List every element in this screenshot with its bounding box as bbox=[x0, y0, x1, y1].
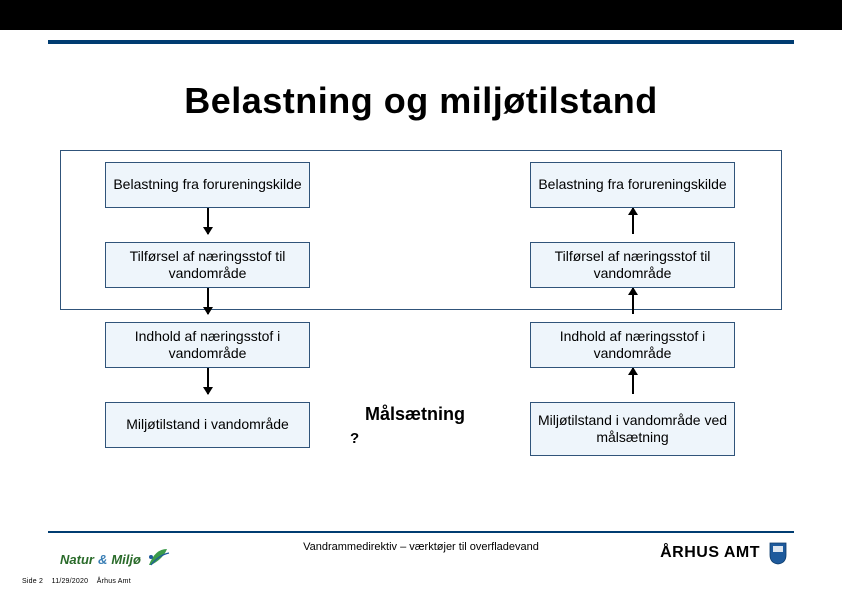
node-r4: Miljøtilstand i vandområde ved målsætnin… bbox=[530, 402, 735, 456]
arrow-r4-r3 bbox=[632, 368, 634, 394]
arrow-l3-l4 bbox=[207, 368, 209, 394]
node-r2: Tilførsel af næringsstof til vandområde bbox=[530, 242, 735, 288]
node-l3: Indhold af næringsstof i vandområde bbox=[105, 322, 310, 368]
node-l2: Tilførsel af næringsstof til vandområde bbox=[105, 242, 310, 288]
page-org: Århus Amt bbox=[97, 578, 131, 585]
node-l1: Belastning fra forureningskilde bbox=[105, 162, 310, 208]
arrow-l1-l2 bbox=[207, 208, 209, 234]
page-side: Side 2 bbox=[22, 578, 43, 585]
node-r1: Belastning fra forureningskilde bbox=[530, 162, 735, 208]
leaf-icon bbox=[145, 545, 171, 567]
footer-rule bbox=[48, 531, 794, 533]
arrow-r3-r2 bbox=[632, 288, 634, 314]
arrow-r2-r1 bbox=[632, 208, 634, 234]
logo-text-natur: Natur bbox=[60, 552, 94, 567]
page-info: Side 2 11/29/2020 Århus Amt bbox=[22, 578, 131, 585]
question-mark: ? bbox=[350, 430, 359, 447]
logo-aarhus-amt: ÅRHUS AMT bbox=[660, 541, 788, 565]
logo-natur-miljo: Natur & Miljø bbox=[60, 545, 171, 567]
top-band bbox=[0, 0, 842, 30]
logo-text-miljo: Miljø bbox=[111, 552, 141, 567]
shield-icon bbox=[768, 541, 788, 565]
node-l4: Miljøtilstand i vandområde bbox=[105, 402, 310, 448]
page-title: Belastning og miljøtilstand bbox=[0, 80, 842, 122]
top-rule bbox=[48, 40, 794, 44]
page-date: 11/29/2020 bbox=[52, 578, 89, 585]
arrow-l2-l3 bbox=[207, 288, 209, 314]
diagram-area: Belastning fra forureningskilde Tilførse… bbox=[60, 140, 782, 500]
logo-text-amp: & bbox=[98, 552, 107, 567]
center-label-malsaetning: Målsætning bbox=[365, 404, 465, 425]
node-r3: Indhold af næringsstof i vandområde bbox=[530, 322, 735, 368]
logo-right-text: ÅRHUS AMT bbox=[660, 544, 760, 562]
